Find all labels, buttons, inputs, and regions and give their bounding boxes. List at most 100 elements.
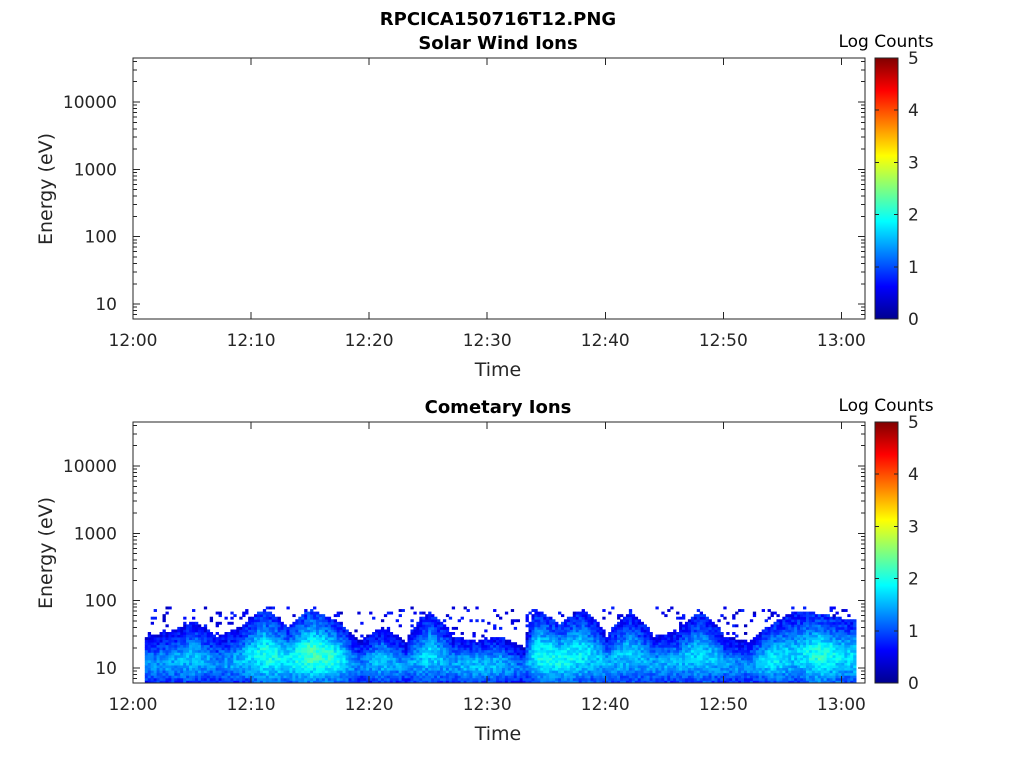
spectrogram-cell	[507, 649, 512, 653]
spectrogram-cell	[336, 670, 340, 674]
spectrogram-cell	[490, 665, 494, 669]
spectrogram-cell	[280, 670, 284, 674]
spectrogram-cell	[200, 667, 205, 671]
spectrogram-cell	[416, 642, 420, 646]
spectrogram-cell	[622, 621, 627, 625]
spectrogram-cell	[463, 657, 467, 661]
spectrogram-cell	[746, 672, 751, 676]
spectrogram-cell	[330, 637, 335, 641]
spectrogram-cell	[679, 677, 683, 681]
spectrogram-cell	[578, 634, 582, 638]
spectrogram-cell	[590, 675, 594, 679]
spectrogram-cell	[534, 657, 538, 661]
spectrogram-cell	[540, 611, 544, 615]
spectrogram-cell	[271, 675, 276, 679]
spectrogram-cell	[448, 652, 453, 656]
spectrogram-cell	[295, 665, 299, 669]
spectrogram-cell	[690, 624, 695, 628]
spectrogram-cell	[634, 624, 639, 628]
spectrogram-cell	[472, 660, 476, 663]
spectrogram-cell	[637, 670, 642, 674]
spectrogram-cell	[360, 649, 364, 653]
spectrogram-cell	[687, 675, 692, 679]
spectrogram-cell	[445, 657, 450, 661]
spectrogram-cell	[590, 634, 594, 638]
spectrogram-cell	[546, 624, 550, 628]
spectrogram-cell	[472, 644, 476, 648]
spectrogram-cell	[224, 634, 228, 638]
spectrogram-cell	[153, 647, 157, 651]
spectrogram-cell	[661, 665, 665, 669]
spectrogram-cell	[419, 672, 423, 676]
spectrogram-cell	[705, 677, 709, 681]
spectrogram-cell	[321, 660, 326, 663]
spectrogram-cell	[755, 680, 760, 684]
spectrogram-cell	[625, 632, 630, 635]
spectrogram-cell	[549, 626, 553, 630]
spectrogram-cell	[720, 667, 724, 671]
spectrogram-cell	[543, 639, 547, 643]
spectrogram-cell	[186, 665, 190, 669]
spectrogram-cell	[602, 657, 606, 661]
spectrogram-cell	[560, 632, 565, 635]
spectrogram-cell	[531, 632, 535, 635]
spectrogram-cell	[256, 624, 261, 628]
spectrogram-cell	[755, 662, 760, 666]
spectrogram-cell	[434, 621, 438, 625]
spectrogram-cell	[242, 662, 246, 666]
spectrogram-cell	[746, 665, 751, 669]
spectrogram-cell	[295, 626, 299, 630]
spectrogram-cell	[625, 675, 630, 679]
spectrogram-cell	[209, 665, 214, 669]
spectrogram-cell	[197, 672, 202, 676]
spectrogram-cell	[575, 660, 580, 663]
plot-area-solar-wind	[133, 58, 865, 319]
spectrogram-cell	[313, 652, 317, 656]
spectrogram-cell	[767, 667, 771, 671]
spectrogram-cell	[439, 637, 444, 641]
spectrogram-cell	[209, 680, 214, 684]
spectrogram-cell	[301, 624, 305, 628]
spectrogram-cell	[183, 616, 187, 620]
spectrogram-cell	[622, 654, 627, 658]
spectrogram-cell	[304, 619, 308, 623]
spectrogram-cell	[197, 675, 202, 679]
spectrogram-cell	[301, 614, 305, 618]
spectrogram-cell	[764, 639, 768, 643]
spectrogram-cell	[699, 639, 704, 643]
spectrogram-cell	[584, 667, 588, 671]
spectrogram-cell	[442, 657, 447, 661]
spectrogram-cell	[569, 667, 574, 671]
spectrogram-cell	[333, 680, 338, 684]
spectrogram-cell	[770, 647, 774, 651]
spectrogram-cell	[581, 616, 585, 620]
spectrogram-cell	[575, 649, 580, 653]
spectrogram-cell	[233, 657, 237, 661]
spectrogram-cell	[593, 629, 597, 633]
spectrogram-cell	[200, 639, 205, 643]
spectrogram-cell	[578, 665, 582, 669]
spectrogram-cell	[321, 680, 326, 684]
spectrogram-cell	[218, 652, 222, 656]
spectrogram-cell	[614, 652, 618, 656]
spectrogram-cell	[534, 637, 538, 641]
spectrogram-cell	[437, 632, 441, 635]
spectrogram-cell	[729, 652, 733, 656]
spectrogram-cell	[631, 665, 636, 669]
spectrogram-cell	[428, 660, 432, 663]
spectrogram-cell	[386, 680, 391, 684]
spectrogram-cell	[357, 649, 361, 653]
spectrogram-cell	[708, 670, 712, 674]
spectrogram-cell	[324, 677, 329, 681]
spectrogram-cell	[233, 639, 237, 643]
spectrogram-cell	[749, 660, 754, 663]
spectrogram-cell	[259, 662, 264, 666]
spectrogram-cell	[546, 665, 550, 669]
spectrogram-cell	[451, 680, 456, 684]
spectrogram-cell	[242, 677, 246, 681]
spectrogram-cell	[504, 639, 509, 643]
spectrogram-cell	[245, 611, 249, 615]
spectrogram-cell	[215, 667, 219, 671]
spectrogram-cell	[292, 632, 296, 635]
spectrogram-cell	[283, 654, 287, 658]
